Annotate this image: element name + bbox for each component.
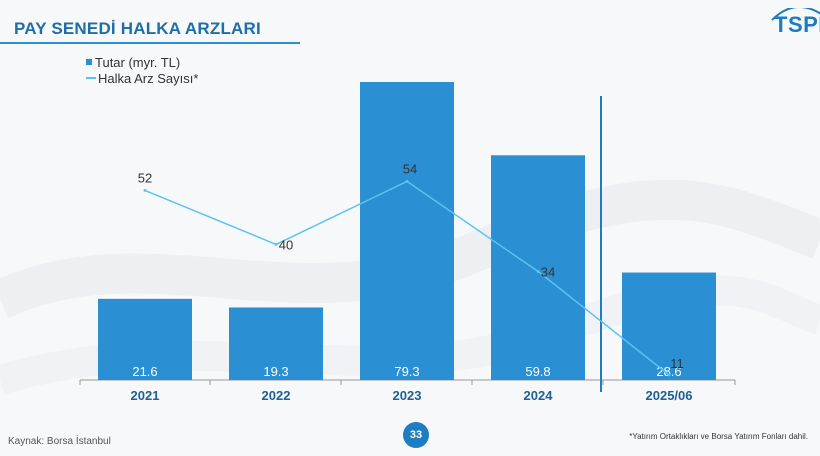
- source-text: Kaynak: Borsa İstanbul: [8, 436, 111, 447]
- x-tick-label: 2021: [131, 388, 160, 403]
- x-tick-label: 2024: [524, 388, 554, 403]
- x-tick-label: 2025/06: [646, 388, 693, 403]
- logo-text: TSPB: [774, 12, 820, 37]
- legend-bar-label: Tutar (myr. TL): [95, 54, 181, 70]
- footnote: *Yatırım Ortaklıkları ve Borsa Yatırım F…: [629, 432, 808, 441]
- line-point: [667, 373, 671, 377]
- bar-value-label: 79.3: [394, 364, 419, 379]
- line-point: [143, 188, 147, 192]
- bar-value-label: 28.6: [656, 364, 681, 379]
- chart-legend: Tutar (myr. TL) Halka Arz Sayısı*: [86, 54, 198, 86]
- legend-item-bar: Tutar (myr. TL): [86, 54, 198, 70]
- line-value-label: 54: [403, 161, 417, 176]
- legend-item-line: Halka Arz Sayısı*: [86, 70, 198, 86]
- line-value-label: 40: [279, 237, 293, 252]
- page-title: PAY SENEDİ HALKA ARZLARI: [14, 19, 261, 38]
- line-value-label: 34: [541, 264, 555, 279]
- logo-arc-icon: [771, 8, 820, 21]
- bar-2023: [360, 82, 454, 380]
- bar-2021: [98, 298, 192, 380]
- bar-2024: [491, 155, 585, 380]
- page-number: 33: [403, 422, 429, 448]
- line-point: [536, 269, 540, 273]
- bar-value-label: 21.6: [132, 364, 157, 379]
- bar-2022: [229, 307, 323, 380]
- line-point: [405, 179, 409, 183]
- line-value-label: 52: [138, 170, 152, 185]
- x-tick-label: 2022: [262, 388, 291, 403]
- legend-bar-swatch: [86, 59, 92, 65]
- title-underline: [0, 42, 300, 44]
- bar-value-label: 59.8: [525, 364, 550, 379]
- legend-line-swatch: [86, 77, 96, 79]
- line-point: [274, 242, 278, 246]
- legend-line-label: Halka Arz Sayısı*: [98, 70, 199, 86]
- bar-value-label: 19.3: [263, 364, 288, 379]
- line-value-label: 11: [670, 356, 684, 371]
- x-tick-label: 2023: [393, 388, 422, 403]
- bar-2025/06: [622, 272, 716, 380]
- tspb-logo: TSPB: [764, 8, 820, 40]
